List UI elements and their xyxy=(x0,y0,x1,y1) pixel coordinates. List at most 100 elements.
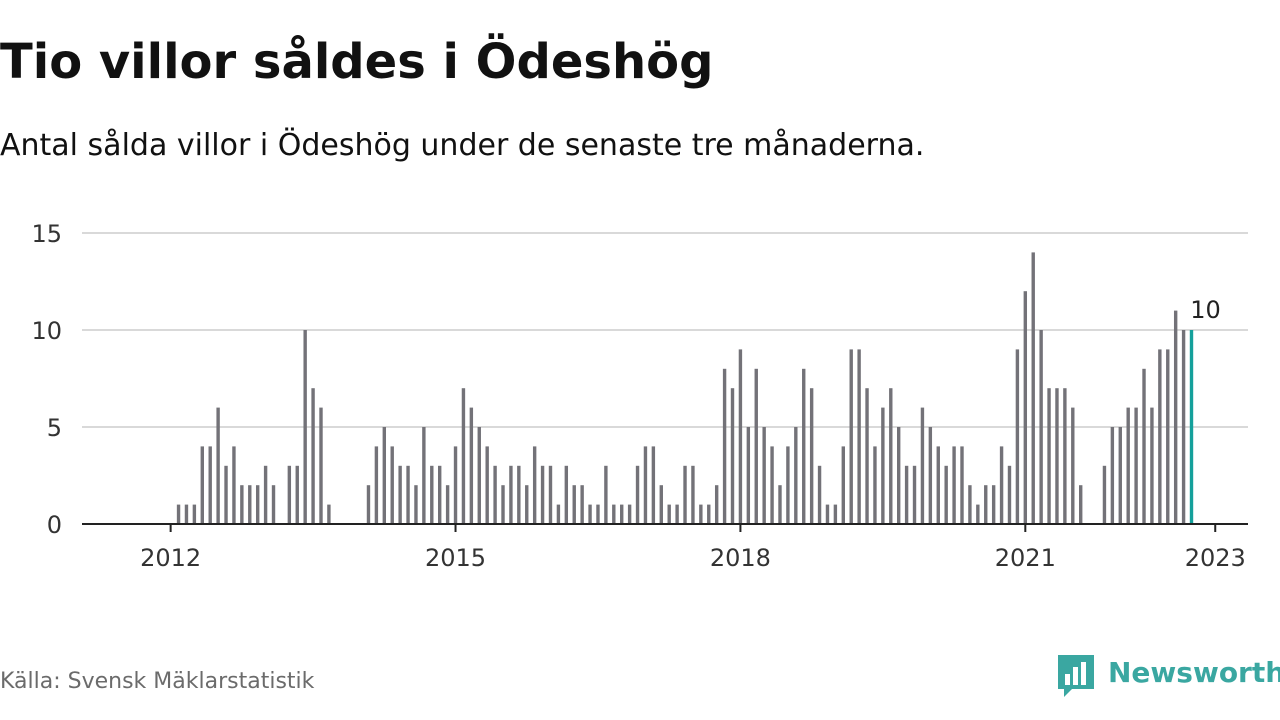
gridlines xyxy=(82,232,1248,428)
bar xyxy=(1071,407,1075,524)
bar xyxy=(572,485,576,524)
bar xyxy=(319,407,323,524)
bar xyxy=(374,446,379,524)
bar xyxy=(525,485,529,524)
bar xyxy=(794,427,798,524)
bar xyxy=(802,368,806,524)
bar-latest xyxy=(1189,330,1194,524)
bar xyxy=(1126,407,1130,524)
bar xyxy=(588,504,592,524)
bar xyxy=(960,446,964,524)
brand-name: Newsworthy xyxy=(1108,656,1280,689)
y-tick-label: 0 xyxy=(47,511,62,539)
bar xyxy=(176,504,181,524)
bar xyxy=(532,446,537,524)
bar xyxy=(414,485,418,524)
bar xyxy=(991,485,996,524)
bar xyxy=(778,485,782,524)
bar xyxy=(881,407,885,524)
bar xyxy=(738,349,743,524)
bar xyxy=(311,388,315,524)
bar xyxy=(430,465,434,524)
bar xyxy=(762,427,766,524)
bar xyxy=(327,504,331,524)
bar xyxy=(390,446,394,524)
bar xyxy=(841,446,845,524)
bar xyxy=(976,504,980,524)
bar xyxy=(612,504,616,524)
bar xyxy=(540,465,545,524)
bar xyxy=(896,427,901,524)
bar xyxy=(1047,388,1051,524)
bar xyxy=(263,465,268,524)
bar xyxy=(912,465,917,524)
bar xyxy=(920,407,925,524)
bar xyxy=(1110,427,1115,524)
bar xyxy=(596,504,600,524)
bar xyxy=(398,465,402,524)
bar xyxy=(817,465,822,524)
bar xyxy=(1158,349,1162,524)
bar xyxy=(643,446,648,524)
bar xyxy=(754,368,758,524)
bar xyxy=(746,427,751,524)
bar xyxy=(556,504,561,524)
x-tick-label: 2015 xyxy=(425,544,486,572)
source-note: Källa: Svensk Mäklarstatistik xyxy=(0,669,315,694)
bar xyxy=(248,485,252,524)
bar xyxy=(184,504,189,524)
newsworthy-logo-icon xyxy=(1058,655,1094,697)
bar xyxy=(1063,388,1067,524)
bar xyxy=(303,330,307,524)
bar xyxy=(469,407,474,524)
bar xyxy=(501,485,505,524)
bar xyxy=(1118,427,1122,524)
bar xyxy=(493,465,497,524)
bar xyxy=(635,465,640,524)
bar xyxy=(675,504,679,524)
bar xyxy=(667,504,671,524)
bar xyxy=(271,485,276,524)
bar xyxy=(604,465,608,524)
bar xyxy=(438,465,442,524)
bar xyxy=(730,388,735,524)
bar xyxy=(1079,485,1083,524)
bar xyxy=(406,465,410,524)
bar xyxy=(517,465,521,524)
bar xyxy=(984,485,988,524)
bar xyxy=(944,465,948,524)
bar xyxy=(1134,407,1138,524)
bar xyxy=(968,485,972,524)
y-tick-label: 15 xyxy=(31,220,62,248)
bar xyxy=(849,349,853,524)
bar xyxy=(1166,349,1170,524)
bar xyxy=(422,427,426,524)
bar xyxy=(651,446,656,524)
bar xyxy=(445,485,450,524)
bar xyxy=(208,446,212,524)
bar xyxy=(722,368,727,524)
bar xyxy=(295,465,299,524)
bar xyxy=(564,465,569,524)
y-tick-label: 5 xyxy=(47,414,62,442)
latest-value-label: 10 xyxy=(1190,296,1221,324)
bar xyxy=(833,504,838,524)
bar-chart: 0 5 10 15 2012 2015 2018 2021 2023 10 xyxy=(31,220,1248,572)
y-tick-label: 10 xyxy=(31,317,62,345)
bar xyxy=(707,504,711,524)
bar xyxy=(366,485,371,524)
bar xyxy=(580,485,584,524)
bar xyxy=(683,465,687,524)
bar xyxy=(548,465,553,524)
bar xyxy=(825,504,830,524)
bar xyxy=(952,446,956,524)
bar xyxy=(770,446,774,524)
bar xyxy=(1023,291,1028,524)
bar xyxy=(216,407,220,524)
bar xyxy=(699,504,703,524)
bar xyxy=(485,446,489,524)
bar xyxy=(928,427,933,524)
bar xyxy=(453,446,458,524)
x-tick-label: 2018 xyxy=(710,544,771,572)
bar xyxy=(659,485,663,524)
